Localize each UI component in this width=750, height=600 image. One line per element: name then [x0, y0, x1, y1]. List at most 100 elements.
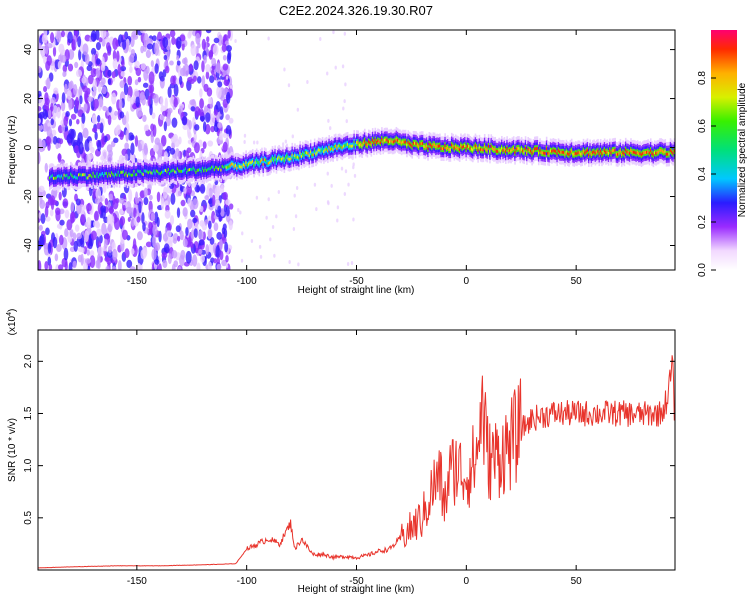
heatmap-cell: [574, 151, 577, 155]
heatmap-cell: [185, 226, 189, 236]
heatmap-y-tick-label: -40: [23, 238, 34, 253]
heatmap-cell: [225, 114, 230, 121]
heatmap-cell: [291, 153, 294, 157]
heatmap-x-tick-label: -150: [127, 276, 147, 287]
heatmap-cell: [378, 139, 381, 143]
heatmap-cell: [269, 237, 272, 242]
heatmap-cell: [226, 52, 231, 65]
heatmap-cell: [668, 152, 671, 156]
heatmap-cell: [485, 147, 487, 151]
heatmap-cell: [160, 197, 165, 210]
heatmap-cell: [120, 170, 122, 174]
heatmap-cell: [391, 140, 394, 144]
heatmap-cell: [487, 144, 490, 148]
heatmap-cell: [99, 173, 101, 176]
heatmap-cell: [88, 173, 91, 177]
heatmap-cell: [209, 167, 212, 171]
heatmap-cell: [569, 150, 572, 154]
heatmap-cell: [45, 136, 52, 145]
heatmap-cell: [48, 176, 51, 180]
heatmap-cell: [141, 212, 145, 224]
heatmap-cell: [179, 254, 185, 267]
heatmap-cell: [408, 142, 411, 146]
heatmap-cell: [94, 131, 98, 141]
heatmap-cell: [400, 141, 403, 145]
heatmap-cell: [273, 158, 275, 162]
heatmap-cell: [140, 62, 146, 71]
heatmap-cell: [661, 149, 664, 153]
heatmap-cell: [222, 132, 228, 139]
heatmap-cell: [164, 168, 167, 172]
heatmap-cell: [586, 149, 589, 153]
heatmap-cell: [431, 145, 433, 149]
heatmap-cell: [150, 171, 153, 175]
heatmap-cell: [213, 168, 216, 172]
heatmap-cell: [112, 58, 118, 70]
heatmap-cell: [68, 176, 71, 180]
heatmap-cell: [557, 149, 560, 153]
heatmap-cell: [74, 175, 76, 179]
heatmap-cell: [56, 106, 61, 119]
heatmap-cell: [172, 238, 177, 244]
heatmap-cell: [340, 145, 342, 149]
heatmap-cell: [152, 124, 157, 137]
heatmap-cell: [663, 150, 665, 154]
heatmap-cell: [107, 50, 112, 56]
heatmap-cell: [195, 170, 197, 174]
heatmap-cell: [215, 100, 221, 113]
heatmap-cell: [65, 110, 70, 118]
heatmap-cell: [503, 147, 506, 151]
heatmap-cell: [564, 152, 566, 156]
heatmap-cell: [152, 35, 157, 42]
heatmap-cell: [474, 144, 477, 148]
heatmap-cell: [192, 217, 198, 224]
heatmap-cell: [220, 168, 222, 172]
heatmap-cell: [76, 232, 82, 240]
heatmap-cell: [75, 198, 81, 206]
heatmap-cell: [133, 207, 137, 219]
heatmap-cell: [57, 153, 62, 163]
heatmap-cell: [338, 144, 341, 148]
heatmap-cell: [601, 152, 603, 156]
heatmap-cell: [344, 169, 348, 174]
heatmap-cell: [313, 182, 317, 187]
heatmap-cell: [423, 145, 425, 148]
heatmap-cell: [149, 170, 151, 174]
heatmap-cell: [182, 124, 189, 130]
snr-xlabel: Height of straight line (km): [298, 584, 415, 595]
heatmap-cell: [96, 253, 101, 265]
heatmap-cell: [45, 227, 50, 236]
heatmap-cell: [246, 163, 249, 167]
heatmap-cell: [278, 155, 280, 159]
heatmap-cell: [128, 46, 132, 53]
heatmap-cell: [107, 114, 112, 126]
heatmap-cell: [566, 152, 569, 156]
heatmap-cell: [367, 140, 370, 144]
heatmap-cell: [138, 170, 141, 174]
heatmap-cell: [288, 157, 291, 161]
heatmap-cell: [366, 143, 369, 147]
heatmap-cell: [70, 113, 77, 120]
heatmap-cell: [86, 249, 91, 256]
heatmap-cell: [71, 174, 73, 178]
heatmap-cell: [114, 172, 117, 176]
heatmap-cell: [197, 76, 202, 84]
heatmap-cell: [416, 143, 419, 147]
heatmap-cell: [127, 75, 133, 86]
heatmap-cell: [89, 255, 96, 268]
heatmap-cell: [158, 171, 160, 175]
heatmap-cell: [167, 86, 172, 98]
heatmap-cell: [410, 143, 412, 147]
heatmap-x-ticks: -150 -100 -50 0 50: [127, 30, 582, 287]
heatmap-cell: [153, 93, 159, 104]
heatmap-cell: [207, 167, 209, 171]
heatmap-cell: [76, 176, 79, 180]
heatmap-cell: [197, 168, 200, 172]
figure-title: C2E2.2024.326.19.30.R07: [279, 3, 433, 18]
heatmap-cell: [143, 187, 149, 198]
snr-multiplier-base: (x10: [7, 315, 18, 335]
heatmap-cell: [198, 239, 205, 246]
heatmap-cell: [105, 42, 111, 51]
heatmap-cell: [81, 173, 84, 177]
heatmap-cell: [64, 83, 68, 95]
